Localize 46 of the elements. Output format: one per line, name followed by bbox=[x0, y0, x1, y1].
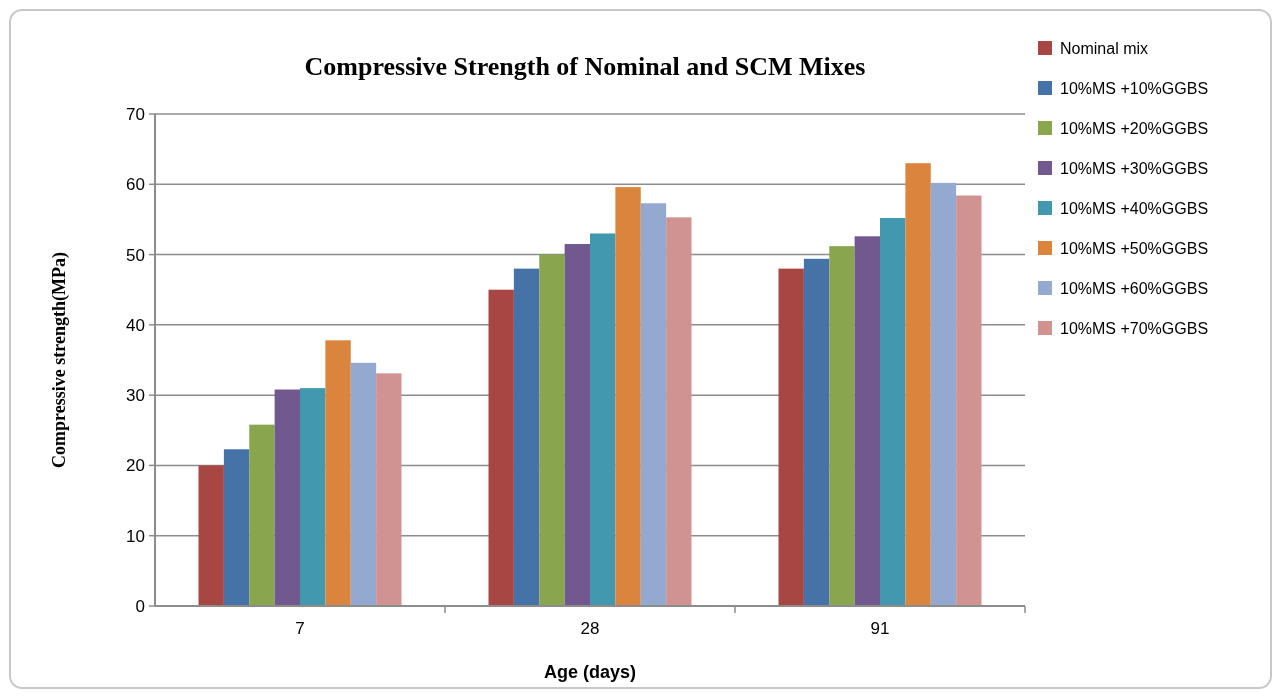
legend-label: 10%MS +20%GGBS bbox=[1060, 119, 1209, 137]
x-tick-label: 91 bbox=[870, 619, 890, 638]
y-tick-label: 20 bbox=[126, 456, 145, 476]
bar bbox=[539, 254, 565, 606]
bar bbox=[249, 424, 275, 606]
legend-label: 10%MS +10%GGBS bbox=[1060, 79, 1209, 97]
bar bbox=[325, 340, 351, 606]
bar bbox=[905, 163, 931, 606]
bar bbox=[488, 289, 514, 606]
legend-label: 10%MS +30%GGBS bbox=[1060, 159, 1209, 177]
legend-label: 10%MS +60%GGBS bbox=[1060, 279, 1209, 297]
bar bbox=[274, 389, 300, 606]
bar bbox=[198, 465, 224, 606]
bar bbox=[564, 244, 590, 606]
legend-label: 10%MS +40%GGBS bbox=[1060, 199, 1209, 217]
legend-label: 10%MS +50%GGBS bbox=[1060, 239, 1209, 257]
bar bbox=[778, 268, 804, 606]
y-tick-label: 40 bbox=[126, 315, 145, 335]
chart-title: Compressive Strength of Nominal and SCM Mixes bbox=[304, 52, 866, 81]
legend-label: Nominal mix bbox=[1060, 39, 1149, 57]
bar bbox=[615, 187, 641, 606]
bar bbox=[300, 388, 326, 606]
y-tick-label: 0 bbox=[135, 596, 145, 616]
bar bbox=[513, 268, 540, 606]
bar bbox=[956, 195, 982, 606]
bar bbox=[880, 218, 906, 606]
y-tick-label: 30 bbox=[126, 386, 145, 406]
x-axis-title: Age (days) bbox=[543, 662, 637, 682]
bar bbox=[376, 373, 402, 606]
bar bbox=[854, 236, 880, 606]
bar bbox=[350, 362, 377, 606]
x-tick-label: 7 bbox=[295, 619, 305, 638]
y-tick-label: 70 bbox=[126, 104, 145, 124]
bar bbox=[829, 246, 855, 606]
bar bbox=[930, 182, 957, 606]
y-tick-label: 10 bbox=[126, 526, 145, 546]
y-tick-label: 60 bbox=[126, 175, 145, 195]
bar bbox=[666, 217, 692, 606]
legend-label: 10%MS +70%GGBS bbox=[1060, 319, 1209, 337]
y-axis-title: Compressive strength(MPa) bbox=[49, 252, 70, 468]
bar bbox=[223, 449, 250, 606]
bar bbox=[640, 203, 667, 606]
x-tick-label: 28 bbox=[580, 619, 600, 638]
y-tick-label: 50 bbox=[126, 245, 145, 265]
bar bbox=[590, 233, 616, 606]
bar bbox=[803, 258, 830, 606]
